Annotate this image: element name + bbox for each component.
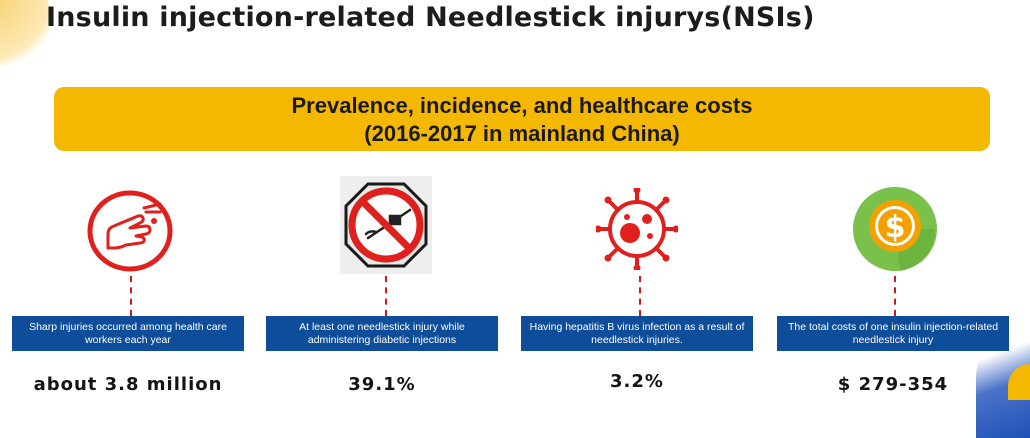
stat-value: 39.1%	[348, 374, 416, 395]
stat-description-box: At least one needlestick injury while ad…	[266, 316, 498, 351]
dollar-coin-icon: $	[853, 187, 937, 271]
svg-text:$: $	[885, 210, 906, 245]
stat-value: $ 279-354	[837, 374, 949, 395]
stat-description-box: Sharp injuries occurred among health car…	[12, 316, 244, 351]
finger-prick-icon	[87, 190, 173, 272]
no-needle-icon	[340, 176, 432, 274]
page-title: Insulin injection-related Needlestick in…	[46, 2, 815, 33]
stat-value: about 3.8 million	[33, 374, 223, 395]
section-banner: Prevalence, incidence, and healthcare co…	[54, 87, 990, 151]
dashed-connector	[639, 276, 641, 316]
dashed-connector	[130, 276, 132, 316]
stat-description-box: Having hepatitis B virus infection as a …	[521, 316, 753, 351]
stat-description: The total costs of one insulin injection…	[787, 320, 999, 346]
banner-line-1: Prevalence, incidence, and healthcare co…	[291, 93, 753, 118]
dashed-connector	[385, 276, 387, 316]
dashed-connector	[894, 276, 896, 316]
stat-description: Having hepatitis B virus infection as a …	[529, 320, 745, 346]
stat-description-box: The total costs of one insulin injection…	[777, 316, 1009, 351]
banner-line-2: (2016-2017 in mainland China)	[364, 121, 680, 146]
stat-description: At least one needlestick injury while ad…	[299, 320, 465, 346]
corner-decoration	[0, 0, 50, 80]
virus-icon	[596, 188, 678, 270]
corner-decoration	[1008, 364, 1030, 400]
stat-description: Sharp injuries occurred among health car…	[29, 320, 227, 346]
stat-value: 3.2%	[610, 371, 664, 392]
